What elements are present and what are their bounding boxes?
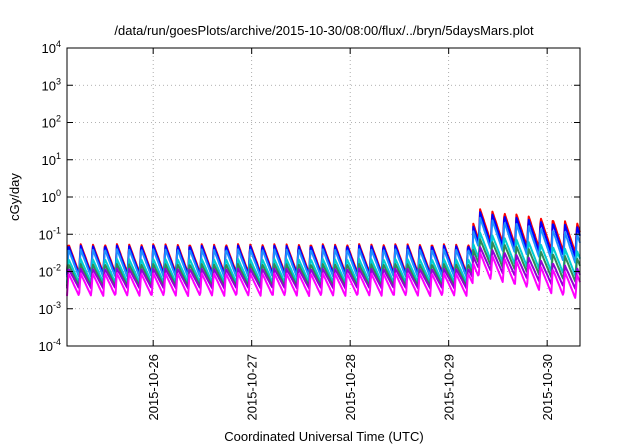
y-axis: 10-4 10-3 10-2 10-1 100 101 102 103 104 <box>39 39 580 354</box>
y-tick-label: 104 <box>42 39 61 56</box>
y-tick-label: 102 <box>42 114 61 131</box>
x-tick-label: 2015-10-30 <box>540 354 555 421</box>
plot-frame <box>66 47 581 347</box>
x-axis: 2015-10-26 2015-10-27 2015-10-28 2015-10-29… <box>146 48 555 421</box>
y-tick-label: 10-2 <box>39 263 61 280</box>
series-line-7 <box>66 251 581 299</box>
x-tick-label: 2015-10-29 <box>442 354 457 421</box>
y-tick-label: 103 <box>42 76 61 93</box>
y-tick-label: 100 <box>42 188 61 205</box>
grid <box>67 48 580 346</box>
x-axis-label: Coordinated Universal Time (UTC) <box>224 429 423 444</box>
y-tick-label: 10-1 <box>39 225 61 242</box>
x-tick-label: 2015-10-28 <box>343 354 358 421</box>
y-tick-label: 101 <box>42 151 61 168</box>
y-axis-label: cGy/day <box>7 173 22 221</box>
y-tick-label: 10-3 <box>39 300 61 317</box>
x-tick-label: 2015-10-26 <box>146 354 161 421</box>
series-group <box>66 208 581 299</box>
y-tick-label: 10-4 <box>39 337 61 354</box>
x-tick-label: 2015-10-27 <box>245 354 260 421</box>
chart-title: /data/run/goesPlots/archive/2015-10-30/0… <box>114 23 534 38</box>
